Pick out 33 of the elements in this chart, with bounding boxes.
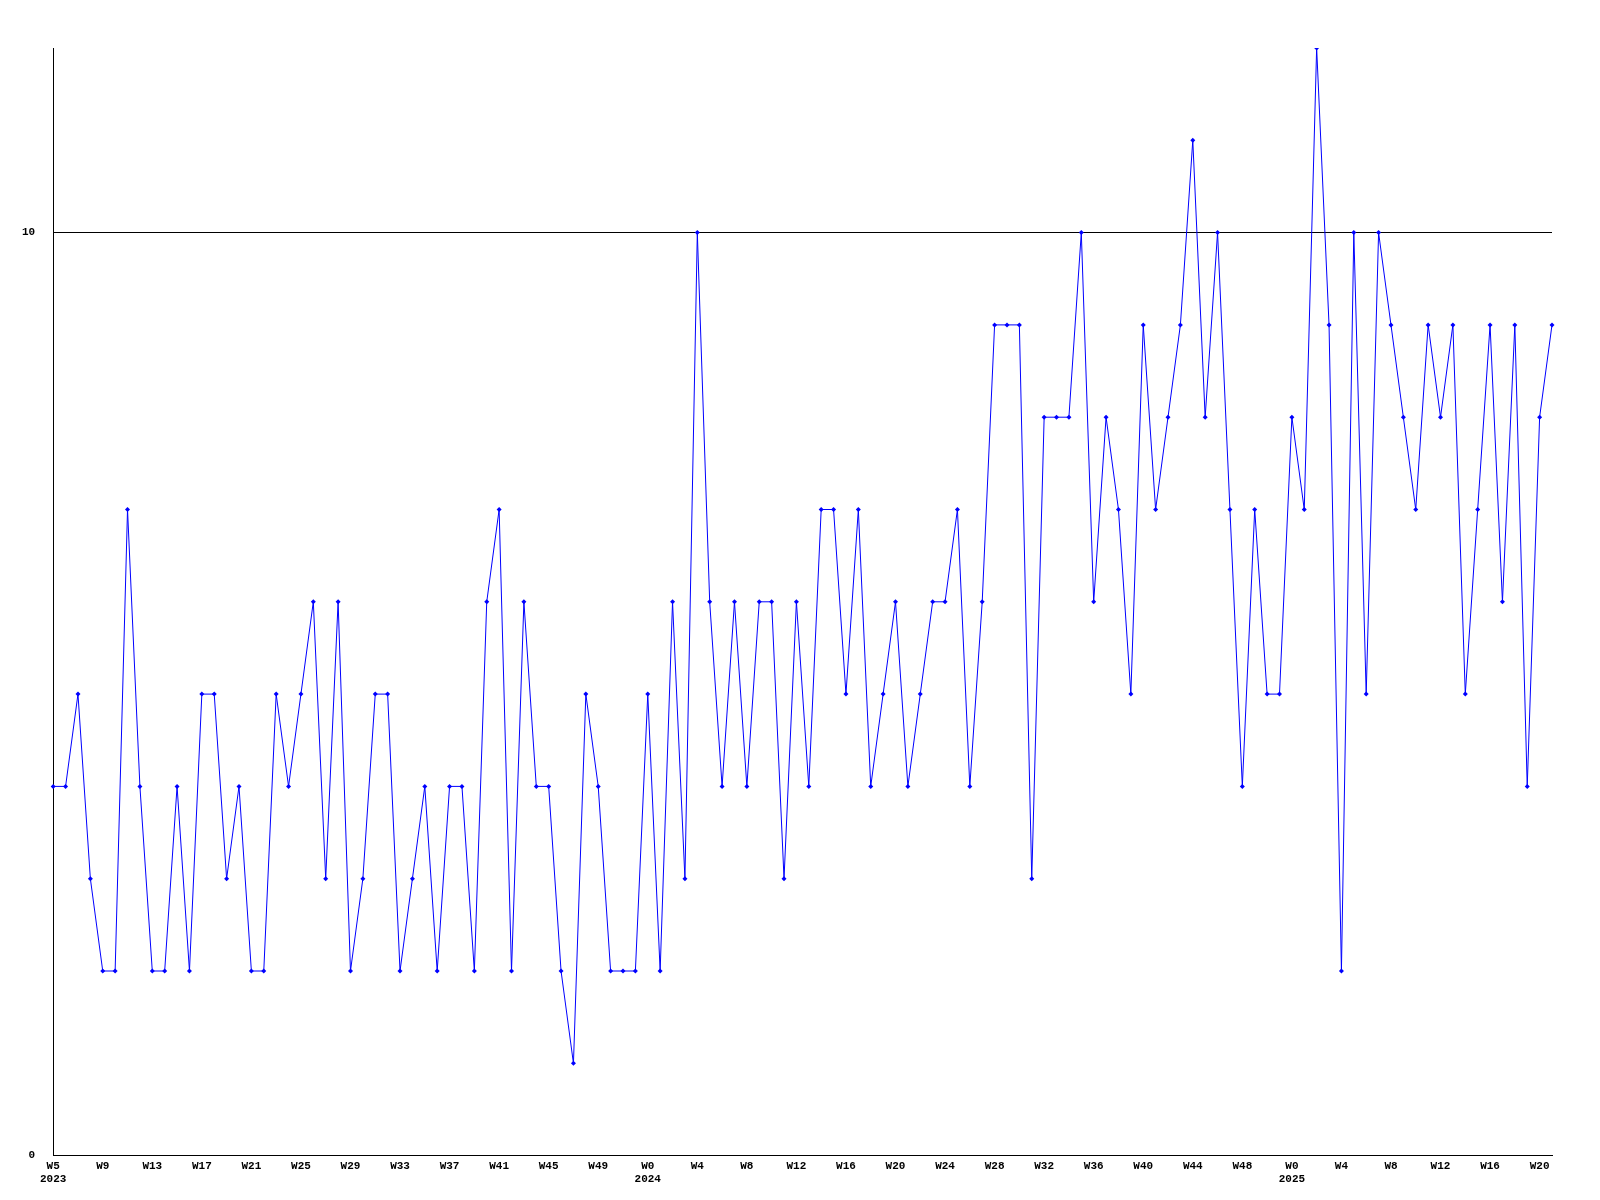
- y-tick-label: 0: [28, 1149, 36, 1162]
- x-tick-label: W24: [935, 1159, 956, 1172]
- x-tick-label: W45: [538, 1159, 559, 1172]
- x-tick-label: W13: [142, 1159, 163, 1172]
- x-tick-label: W4: [1334, 1159, 1349, 1172]
- x-tick-label: W20: [1529, 1159, 1550, 1172]
- x-tick-label: W4: [690, 1159, 705, 1172]
- x-tick-label: W12: [1430, 1159, 1451, 1172]
- x-tick-label: W48: [1232, 1159, 1253, 1172]
- x-tick-label: W21: [241, 1159, 262, 1172]
- x-tick-label: W12: [786, 1159, 807, 1172]
- x-tick-label: W0 2024: [634, 1159, 662, 1186]
- y-tick-label: 10: [22, 226, 36, 239]
- x-tick-label: W17: [191, 1159, 212, 1172]
- x-tick-label: W29: [340, 1159, 361, 1172]
- x-tick-label: W40: [1133, 1159, 1154, 1172]
- x-tick-label: W36: [1083, 1159, 1104, 1172]
- x-tick-label: W33: [390, 1159, 411, 1172]
- x-tick-label: W32: [1034, 1159, 1055, 1172]
- x-tick-label: W9: [96, 1159, 110, 1172]
- x-tick-label: W16: [1480, 1159, 1500, 1172]
- x-tick-label: W44: [1182, 1159, 1204, 1172]
- x-tick-label: W28: [984, 1159, 1005, 1172]
- x-tick-label: W8: [1384, 1159, 1398, 1172]
- x-tick-label: W49: [588, 1159, 609, 1172]
- x-tick-label: W41: [489, 1159, 510, 1172]
- x-tick-label: W8: [740, 1159, 754, 1172]
- x-tick-label: W5 2023: [40, 1159, 67, 1186]
- x-tick-label: W20: [885, 1159, 906, 1172]
- x-tick-label: W16: [836, 1159, 856, 1172]
- x-tick-label: W0 2025: [1278, 1159, 1306, 1186]
- x-tick-label: W25: [291, 1159, 312, 1172]
- x-tick-label: W37: [439, 1159, 460, 1172]
